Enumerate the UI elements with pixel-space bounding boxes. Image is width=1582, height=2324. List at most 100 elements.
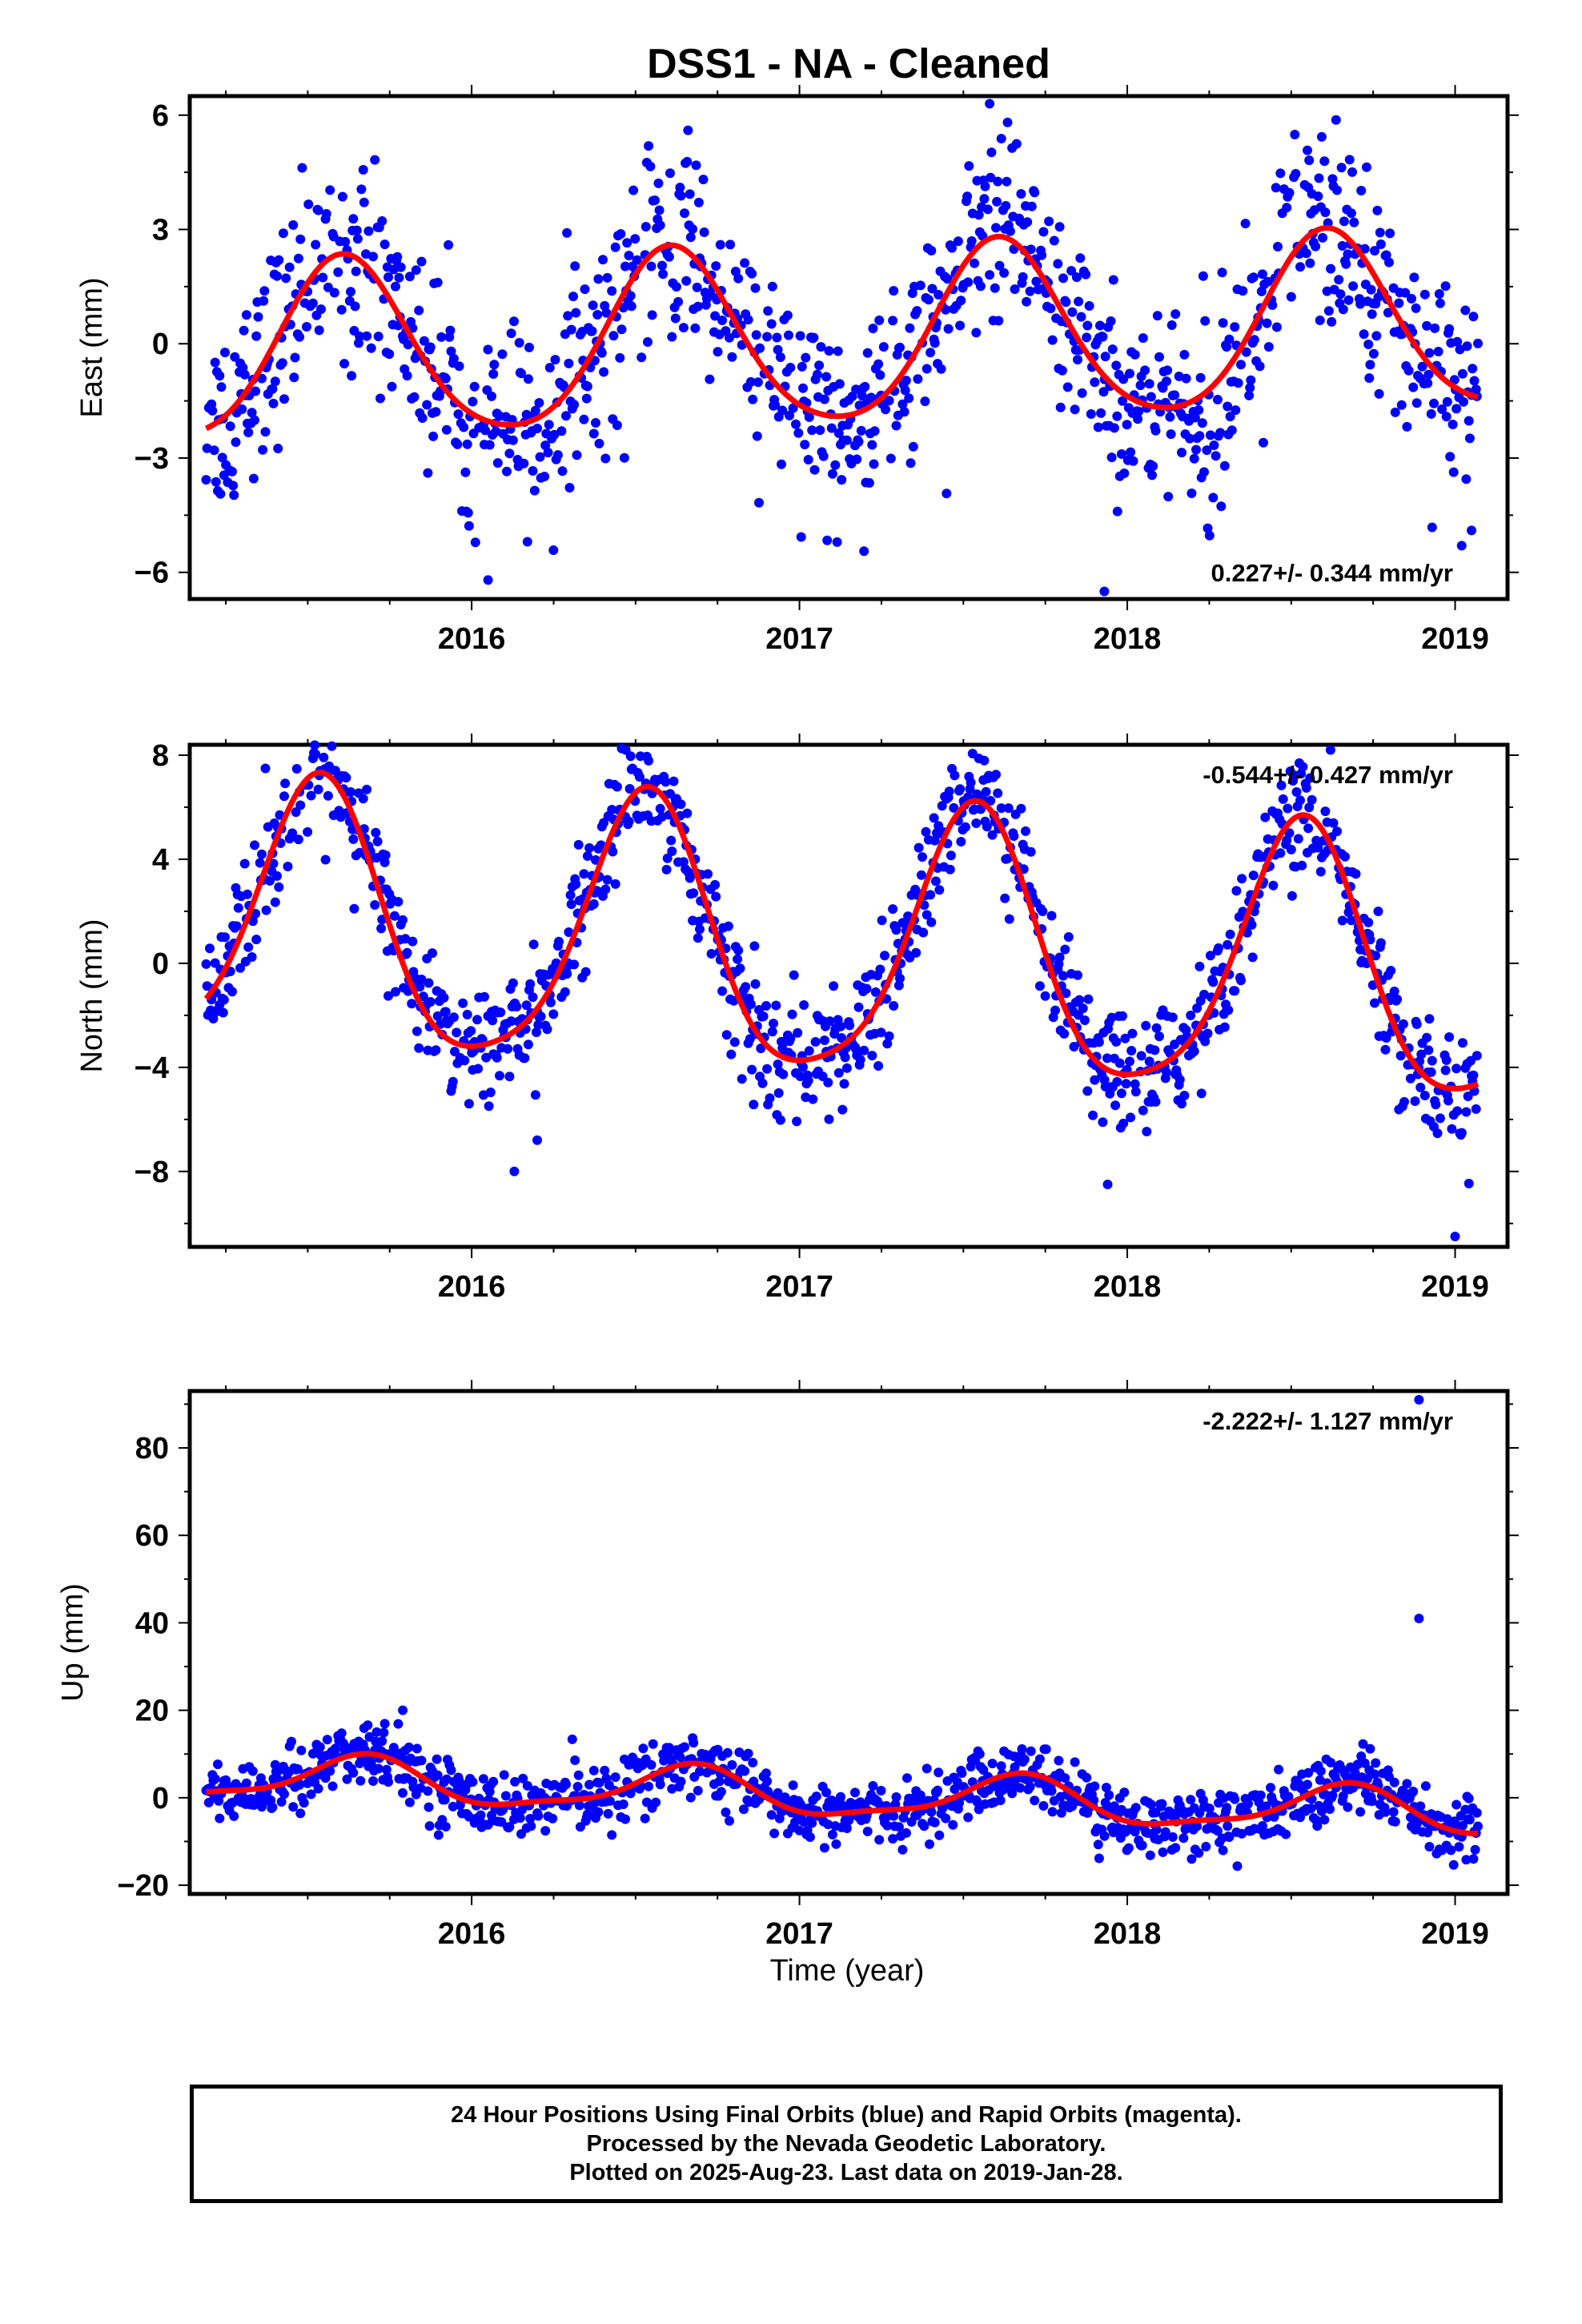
data-point [1201,1841,1211,1852]
data-point [990,283,1000,293]
data-point [466,1026,476,1036]
data-point [1276,780,1287,790]
data-point [371,1727,382,1737]
data-point [1375,239,1386,249]
data-point [375,393,385,404]
data-point [1217,267,1227,278]
data-point [1291,787,1302,797]
data-point [1365,1743,1375,1754]
data-point [487,391,496,401]
data-point [1118,396,1127,406]
data-point [1241,347,1251,357]
data-point [227,987,237,997]
data-point [347,371,357,381]
data-point [1424,348,1435,358]
east-x-tick-label: 2018 [1094,622,1162,656]
data-point [1082,1772,1092,1783]
data-point [241,310,251,320]
data-point [543,448,553,458]
data-point [963,1812,974,1823]
data-point [1059,1028,1070,1039]
data-point [1375,938,1386,948]
data-point [1116,1088,1126,1099]
data-point [1237,1828,1247,1839]
data-point [1130,349,1140,360]
data-point [1452,1106,1463,1116]
data-point [1420,1781,1431,1791]
data-point [514,338,524,348]
data-point [1216,501,1227,512]
data-point [1205,430,1215,440]
data-point [441,424,452,435]
data-point [566,899,576,910]
data-point [643,337,652,347]
data-point [1134,406,1144,416]
data-point [810,1037,821,1047]
data-point [556,426,567,436]
data-point [809,332,819,343]
data-point [996,803,1006,814]
data-point [1415,1082,1426,1092]
data-point [1468,312,1479,322]
data-point [1348,281,1359,292]
data-point [579,414,589,424]
data-point [564,483,575,493]
data-point [424,978,434,988]
data-point [314,325,324,336]
data-point [376,923,387,934]
data-point [584,1779,595,1790]
data-point [1423,378,1433,388]
data-point [795,331,805,341]
data-point [653,178,664,188]
data-point [1346,915,1356,926]
data-point [937,801,947,811]
data-point [682,808,693,818]
data-point [822,535,833,545]
data-point [1037,250,1047,260]
data-point [1073,355,1082,365]
data-point [1408,382,1419,392]
data-point [926,917,937,927]
data-point [1328,818,1339,828]
data-point [509,316,519,327]
data-point [1158,1847,1168,1857]
data-point [1049,235,1059,246]
data-point [1249,335,1259,345]
data-point [1259,437,1268,448]
data-point [775,352,785,362]
data-point [1332,826,1342,837]
data-point [1150,425,1161,436]
data-point [710,311,721,321]
data-point [1204,1803,1215,1814]
data-point [1273,242,1283,251]
data-point [1230,986,1240,996]
data-point [1455,344,1465,355]
data-point [749,941,760,951]
data-point [1347,167,1357,177]
data-point [788,403,798,413]
data-point [948,1819,958,1830]
data-point [991,223,1001,233]
data-point [798,383,808,393]
data-point [1468,364,1478,374]
data-point [1237,874,1247,884]
data-point [272,870,282,881]
data-point [926,246,937,255]
data-point [893,980,904,991]
data-point [229,1811,239,1821]
data-point [923,295,934,305]
data-point [957,1768,967,1779]
data-point [1359,1758,1370,1768]
data-point [1472,1051,1482,1061]
data-point [209,445,219,456]
data-point [1343,295,1354,305]
data-point [991,770,1001,780]
data-point [1432,1128,1443,1139]
data-point [1154,1031,1164,1042]
data-point [726,1049,737,1059]
data-point [1435,298,1445,308]
data-point [414,1043,424,1053]
up-y-tick-label: 40 [135,1606,169,1640]
data-point [889,1001,899,1011]
data-point [1461,1855,1472,1865]
